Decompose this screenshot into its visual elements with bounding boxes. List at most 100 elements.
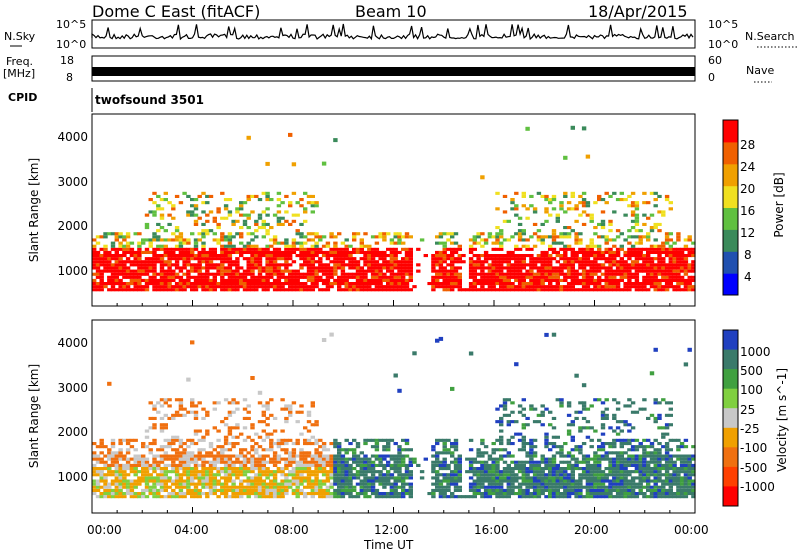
heatmap-cell xyxy=(276,454,282,458)
heatmap-cell xyxy=(337,247,342,251)
heatmap-cell xyxy=(506,269,511,273)
heatmap-cell xyxy=(318,460,323,464)
heatmap-cell xyxy=(152,235,157,239)
heatmap-cell xyxy=(691,473,696,477)
heatmap-cell xyxy=(683,470,689,474)
heatmap-cell xyxy=(615,454,621,458)
heatmap-cell xyxy=(664,492,670,496)
heatmap-cell xyxy=(657,448,662,452)
heatmap-cell xyxy=(325,488,331,492)
heatmap-cell xyxy=(574,288,579,292)
heatmap-cell xyxy=(393,275,398,279)
heatmap-cell xyxy=(378,482,383,486)
heatmap-cell xyxy=(604,238,609,242)
heatmap-cell xyxy=(661,260,666,264)
heatmap-cell xyxy=(585,435,591,439)
heatmap-cell xyxy=(144,463,150,467)
heatmap-cell xyxy=(314,473,319,477)
heatmap-cell xyxy=(269,238,274,242)
heatmap-cell xyxy=(276,495,282,499)
heatmap-cell xyxy=(171,438,176,442)
heatmap-cell xyxy=(386,454,391,458)
heatmap-cell xyxy=(174,495,180,499)
heatmap-cell xyxy=(352,257,357,261)
heatmap-cell xyxy=(242,222,248,226)
heatmap-cell xyxy=(310,254,315,258)
heatmap-cell xyxy=(450,492,455,496)
heatmap-cell xyxy=(321,492,327,496)
heatmap-cell xyxy=(453,285,459,289)
heatmap-cell xyxy=(201,244,206,248)
heatmap-cell xyxy=(510,470,515,474)
heatmap-cell xyxy=(337,457,342,461)
heatmap-cell xyxy=(333,269,338,273)
heatmap-cell xyxy=(122,282,127,286)
heatmap-cell xyxy=(657,470,662,474)
heatmap-cell xyxy=(352,451,357,455)
heatmap-cell xyxy=(612,272,617,276)
heatmap-cell xyxy=(129,275,135,279)
heatmap-cell xyxy=(623,451,628,455)
heatmap-cell xyxy=(661,457,666,461)
heatmap-cell xyxy=(570,467,575,471)
heatmap-cell xyxy=(122,235,127,239)
heatmap-cell xyxy=(122,473,127,477)
heatmap-cell xyxy=(197,282,202,286)
heatmap-cell xyxy=(540,266,545,270)
heatmap-cell xyxy=(261,285,266,289)
heatmap-cell xyxy=(397,485,402,489)
heatmap-cell xyxy=(536,479,542,483)
heatmap-cell xyxy=(337,257,342,261)
heatmap-cell xyxy=(148,488,153,492)
heatmap-cell xyxy=(646,482,651,486)
heatmap-cell xyxy=(193,410,199,414)
heatmap-cell xyxy=(212,266,217,270)
heatmap-cell xyxy=(110,232,116,236)
heatmap-cell xyxy=(231,272,236,276)
heatmap-cell xyxy=(167,278,172,282)
heatmap-cell xyxy=(532,476,538,480)
heatmap-cell xyxy=(514,266,519,270)
heatmap-cell xyxy=(114,460,119,464)
heatmap-cell xyxy=(604,247,609,251)
heatmap-cell xyxy=(205,260,210,264)
heatmap-cell xyxy=(110,492,116,496)
heatmap-cell xyxy=(239,488,244,492)
heatmap-cell xyxy=(114,492,119,496)
heatmap-cell xyxy=(581,191,587,195)
heatmap-cell xyxy=(619,275,624,279)
heatmap-cell xyxy=(137,250,142,254)
heatmap-cell xyxy=(646,438,651,442)
heatmap-cell xyxy=(318,445,323,449)
heatmap-cell xyxy=(257,457,263,461)
heatmap-cell xyxy=(563,263,568,267)
heatmap-cell xyxy=(574,241,579,245)
heatmap-cell xyxy=(593,482,598,486)
heatmap-cell xyxy=(310,201,315,205)
heatmap-cell xyxy=(272,454,278,458)
heatmap-cell xyxy=(661,485,666,489)
heatmap-cell xyxy=(468,488,474,492)
heatmap-cell xyxy=(190,210,195,214)
heatmap-cell xyxy=(261,488,266,492)
heatmap-cell xyxy=(472,235,477,239)
heatmap-cell xyxy=(212,401,217,405)
heatmap-cell xyxy=(664,482,670,486)
heatmap-cell xyxy=(630,454,636,458)
heatmap-cell xyxy=(303,495,308,499)
heatmap-cell xyxy=(239,492,244,496)
heatmap-cell xyxy=(370,247,376,251)
heatmap-cell xyxy=(483,260,489,264)
heatmap-cell xyxy=(144,488,150,492)
heatmap-cell xyxy=(352,260,357,264)
heatmap-cell xyxy=(359,479,364,483)
heatmap-cell xyxy=(299,454,304,458)
heatmap-cell xyxy=(314,241,319,245)
heatmap-cell xyxy=(137,463,142,467)
heatmap-cell xyxy=(310,194,315,198)
heatmap-cell xyxy=(156,410,161,414)
heatmap-cell xyxy=(250,438,255,442)
heatmap-cell xyxy=(129,485,135,489)
heatmap-cell xyxy=(646,201,651,205)
heatmap-cell xyxy=(299,198,304,202)
